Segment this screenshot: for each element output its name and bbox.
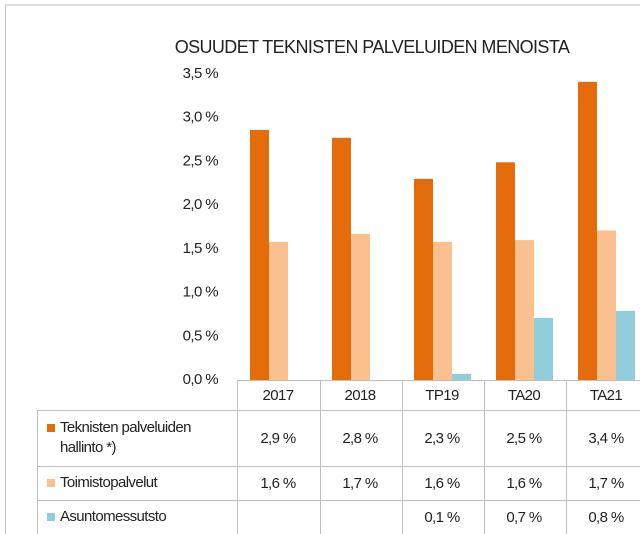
legend-swatch xyxy=(47,513,55,521)
y-tick-label: 0,5 % xyxy=(183,327,219,344)
y-tick-label: 3,0 % xyxy=(183,109,219,126)
data-label: 3,4 % xyxy=(588,429,624,447)
data-label: 1,6 % xyxy=(424,474,460,492)
data-label: 2,3 % xyxy=(424,429,460,447)
legend-label: Teknisten palveluiden hallinto *) xyxy=(60,419,191,456)
bar xyxy=(616,310,635,380)
bar xyxy=(269,241,288,380)
y-tick-label: 2,0 % xyxy=(183,196,219,213)
data-label: 2,5 % xyxy=(506,429,542,447)
y-tick-label: 1,0 % xyxy=(183,284,219,301)
legend-label: Asuntomessutsto xyxy=(60,508,167,525)
bar xyxy=(597,230,616,380)
y-tick-label: 3,5 % xyxy=(183,65,219,82)
y-tick-label: 2,5 % xyxy=(183,152,219,169)
bar xyxy=(351,233,370,380)
y-tick-label: 0,0 % xyxy=(183,371,219,388)
chart-title: OSUUDET TEKNISTEN PALVELUIDEN MENOISTA xyxy=(175,37,570,57)
data-label: 1,6 % xyxy=(506,474,542,492)
data-label: 2,9 % xyxy=(260,429,296,447)
data-label: 2,8 % xyxy=(342,429,378,447)
bar xyxy=(250,129,269,380)
data-label: 1,6 % xyxy=(260,474,296,492)
data-label: 0,7 % xyxy=(506,508,542,526)
x-tick-label: TA20 xyxy=(507,386,541,404)
bar xyxy=(452,373,471,380)
x-tick-label: 2018 xyxy=(344,386,377,404)
table-lines xyxy=(37,380,640,534)
y-tick-label: 1,5 % xyxy=(183,240,219,257)
x-tick-label: TA21 xyxy=(589,386,623,404)
bar xyxy=(534,317,553,380)
legend-label: Toimistopalvelut xyxy=(60,474,158,491)
bar xyxy=(496,162,515,380)
data-label: 0,1 % xyxy=(424,508,460,526)
legend-swatch xyxy=(47,424,55,432)
data-label: 0,8 % xyxy=(588,508,624,526)
bar xyxy=(578,81,597,381)
x-tick-label: 2017 xyxy=(262,386,295,404)
bar xyxy=(332,137,351,380)
bar xyxy=(515,240,534,380)
data-label: 1,7 % xyxy=(588,474,624,492)
data-label: 1,7 % xyxy=(342,474,378,492)
x-tick-label: TP19 xyxy=(425,386,459,404)
bar xyxy=(433,241,452,380)
bar xyxy=(414,178,433,380)
legend-swatch xyxy=(47,479,55,487)
